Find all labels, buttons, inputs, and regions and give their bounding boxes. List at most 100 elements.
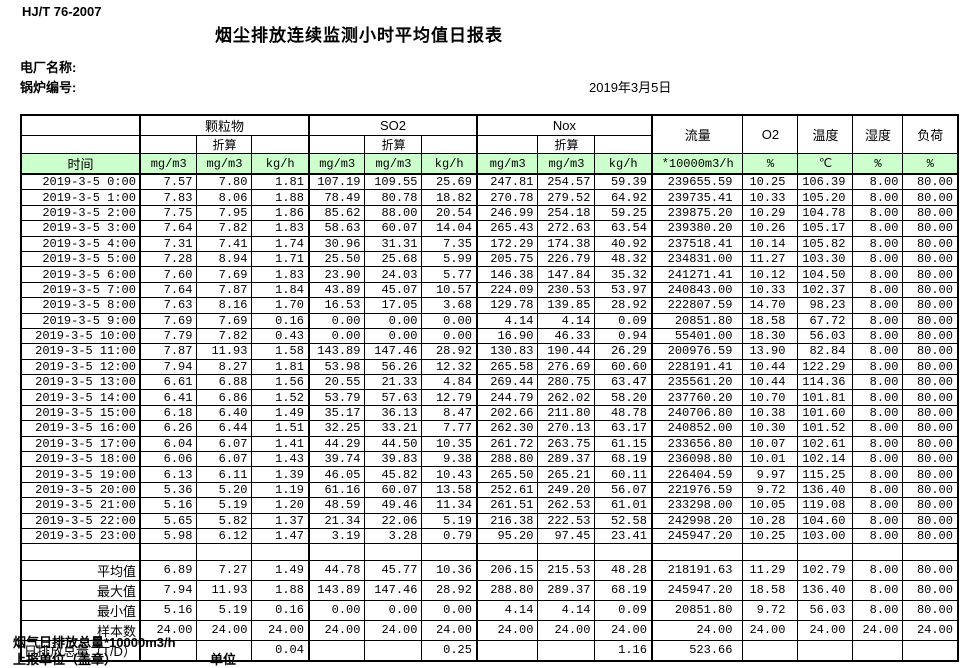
value-cell: 0.16 bbox=[251, 599, 310, 621]
value-cell bbox=[196, 543, 253, 561]
value-cell: 25.68 bbox=[364, 250, 423, 268]
value-cell: 7.79 bbox=[138, 327, 198, 345]
value-cell: 0.00 bbox=[307, 327, 366, 345]
data-row: 2019-3-5 3:00 7.64 7.82 1.83 58.63 60.07 14.04… bbox=[20, 220, 959, 237]
temperature-header: 温度 bbox=[797, 114, 854, 154]
value-cell: 240852.00 bbox=[650, 420, 744, 437]
value-cell: 3.19 bbox=[307, 527, 366, 545]
value-cell: 104.78 bbox=[797, 204, 854, 222]
value-cell: 8.00 bbox=[852, 512, 904, 529]
value-cell: 5.98 bbox=[138, 527, 198, 545]
value-cell: 10.07 bbox=[742, 435, 799, 453]
value-cell: 4.14 bbox=[537, 599, 596, 621]
value-cell: 13.58 bbox=[421, 481, 478, 499]
time-cell: 2019-3-5 8:00 bbox=[20, 297, 141, 314]
value-cell: 24.00 bbox=[251, 619, 310, 641]
value-cell bbox=[650, 543, 744, 561]
value-cell: 80.00 bbox=[902, 497, 959, 514]
nox-group-header: Nox bbox=[475, 114, 653, 136]
report-table: 颗粒物 SO2 Nox 流量 O2 温度 湿度 负荷 折算 折算 折算 bbox=[20, 114, 959, 662]
value-cell: 249.20 bbox=[537, 481, 596, 499]
value-cell: 265.58 bbox=[475, 358, 539, 376]
value-cell: 80.00 bbox=[902, 281, 959, 299]
value-cell: 12.79 bbox=[421, 389, 478, 406]
value-cell: 10.25 bbox=[742, 527, 799, 545]
value-cell: 0.09 bbox=[594, 599, 653, 621]
unit-nox-conv: mg/m3 bbox=[537, 153, 596, 175]
value-cell: 7.69 bbox=[196, 312, 253, 329]
boiler-number-label: 锅炉编号: bbox=[20, 80, 77, 95]
value-cell: 102.14 bbox=[797, 451, 854, 468]
value-cell: 1.71 bbox=[251, 250, 310, 268]
value-cell: 18.58 bbox=[742, 312, 799, 329]
pm-raw-spacer bbox=[138, 135, 198, 154]
value-cell: 8.00 bbox=[852, 435, 904, 453]
time-cell: 2019-3-5 12:00 bbox=[20, 358, 141, 376]
value-cell: 216.38 bbox=[475, 512, 539, 529]
spacer-row bbox=[20, 543, 959, 561]
data-row: 2019-3-5 22:00 5.65 5.82 1.37 21.34 22.06 5.19… bbox=[20, 512, 959, 529]
value-cell: 5.19 bbox=[421, 512, 478, 529]
time-cell: 2019-3-5 20:00 bbox=[20, 481, 141, 499]
value-cell: 7.69 bbox=[196, 266, 253, 283]
value-cell: 262.53 bbox=[537, 497, 596, 514]
value-cell: 63.17 bbox=[594, 420, 653, 437]
value-cell: 105.17 bbox=[797, 220, 854, 237]
value-cell: 98.23 bbox=[797, 297, 854, 314]
value-cell: 105.20 bbox=[797, 189, 854, 206]
value-cell: 280.75 bbox=[537, 374, 596, 391]
value-cell: 6.06 bbox=[138, 451, 198, 468]
value-cell: 10.28 bbox=[742, 512, 799, 529]
value-cell: 97.45 bbox=[537, 527, 596, 545]
value-cell: 236098.80 bbox=[650, 451, 744, 468]
value-cell: 28.92 bbox=[594, 297, 653, 314]
value-cell: 23.41 bbox=[594, 527, 653, 545]
value-cell: 35.32 bbox=[594, 266, 653, 283]
value-cell: 1.56 bbox=[251, 374, 310, 391]
value-cell: 26.29 bbox=[594, 343, 653, 360]
value-cell: 7.75 bbox=[138, 204, 198, 222]
value-cell: 78.49 bbox=[307, 189, 366, 206]
value-cell: 95.20 bbox=[475, 527, 539, 545]
value-cell: 190.44 bbox=[537, 343, 596, 360]
value-cell: 0.94 bbox=[594, 327, 653, 345]
value-cell: 237760.20 bbox=[650, 389, 744, 406]
report-table-wrapper: 颗粒物 SO2 Nox 流量 O2 温度 湿度 负荷 折算 折算 折算 bbox=[20, 114, 959, 662]
value-cell: 24.00 bbox=[364, 619, 423, 641]
time-cell: 2019-3-5 2:00 bbox=[20, 204, 141, 222]
so2-group-header: SO2 bbox=[307, 114, 478, 136]
value-cell: 101.52 bbox=[797, 420, 854, 437]
value-cell: 8.94 bbox=[196, 250, 253, 268]
value-cell: 1.83 bbox=[251, 266, 310, 283]
value-cell: 44.50 bbox=[364, 435, 423, 453]
value-cell: 80.00 bbox=[902, 481, 959, 499]
value-cell: 0.00 bbox=[364, 599, 423, 621]
data-row: 2019-3-5 23:00 5.98 6.12 1.47 3.19 3.28 0.79 95… bbox=[20, 527, 959, 545]
time-cell: 2019-3-5 5:00 bbox=[20, 250, 141, 268]
time-cell: 2019-3-5 4:00 bbox=[20, 235, 141, 252]
value-cell: 106.39 bbox=[797, 173, 854, 191]
value-cell: 143.89 bbox=[307, 579, 366, 601]
value-cell bbox=[852, 639, 904, 662]
unit-pm-kgh: kg/h bbox=[251, 153, 310, 175]
value-cell: 60.60 bbox=[594, 358, 653, 376]
time-cell: 2019-3-5 23:00 bbox=[20, 527, 141, 545]
value-cell: 7.95 bbox=[196, 204, 253, 222]
value-cell: 67.72 bbox=[797, 312, 854, 329]
value-cell bbox=[138, 543, 198, 561]
value-cell: 30.96 bbox=[307, 235, 366, 252]
value-cell: 6.04 bbox=[138, 435, 198, 453]
value-cell: 146.38 bbox=[475, 266, 539, 283]
value-cell: 226404.59 bbox=[650, 466, 744, 483]
value-cell: 80.00 bbox=[902, 220, 959, 237]
value-cell: 45.77 bbox=[364, 559, 423, 581]
value-cell: 80.00 bbox=[902, 466, 959, 483]
data-row: 2019-3-5 18:00 6.06 6.07 1.43 39.74 39.83 9.38… bbox=[20, 451, 959, 468]
unit-nox-kgh: kg/h bbox=[594, 153, 653, 175]
value-cell: 239875.20 bbox=[650, 204, 744, 222]
value-cell: 5.77 bbox=[421, 266, 478, 283]
value-cell: 10.12 bbox=[742, 266, 799, 283]
data-row: 2019-3-5 5:00 7.28 8.94 1.71 25.50 25.68 5.99 2… bbox=[20, 250, 959, 268]
value-cell: 279.52 bbox=[537, 189, 596, 206]
value-cell: 80.00 bbox=[902, 599, 959, 621]
